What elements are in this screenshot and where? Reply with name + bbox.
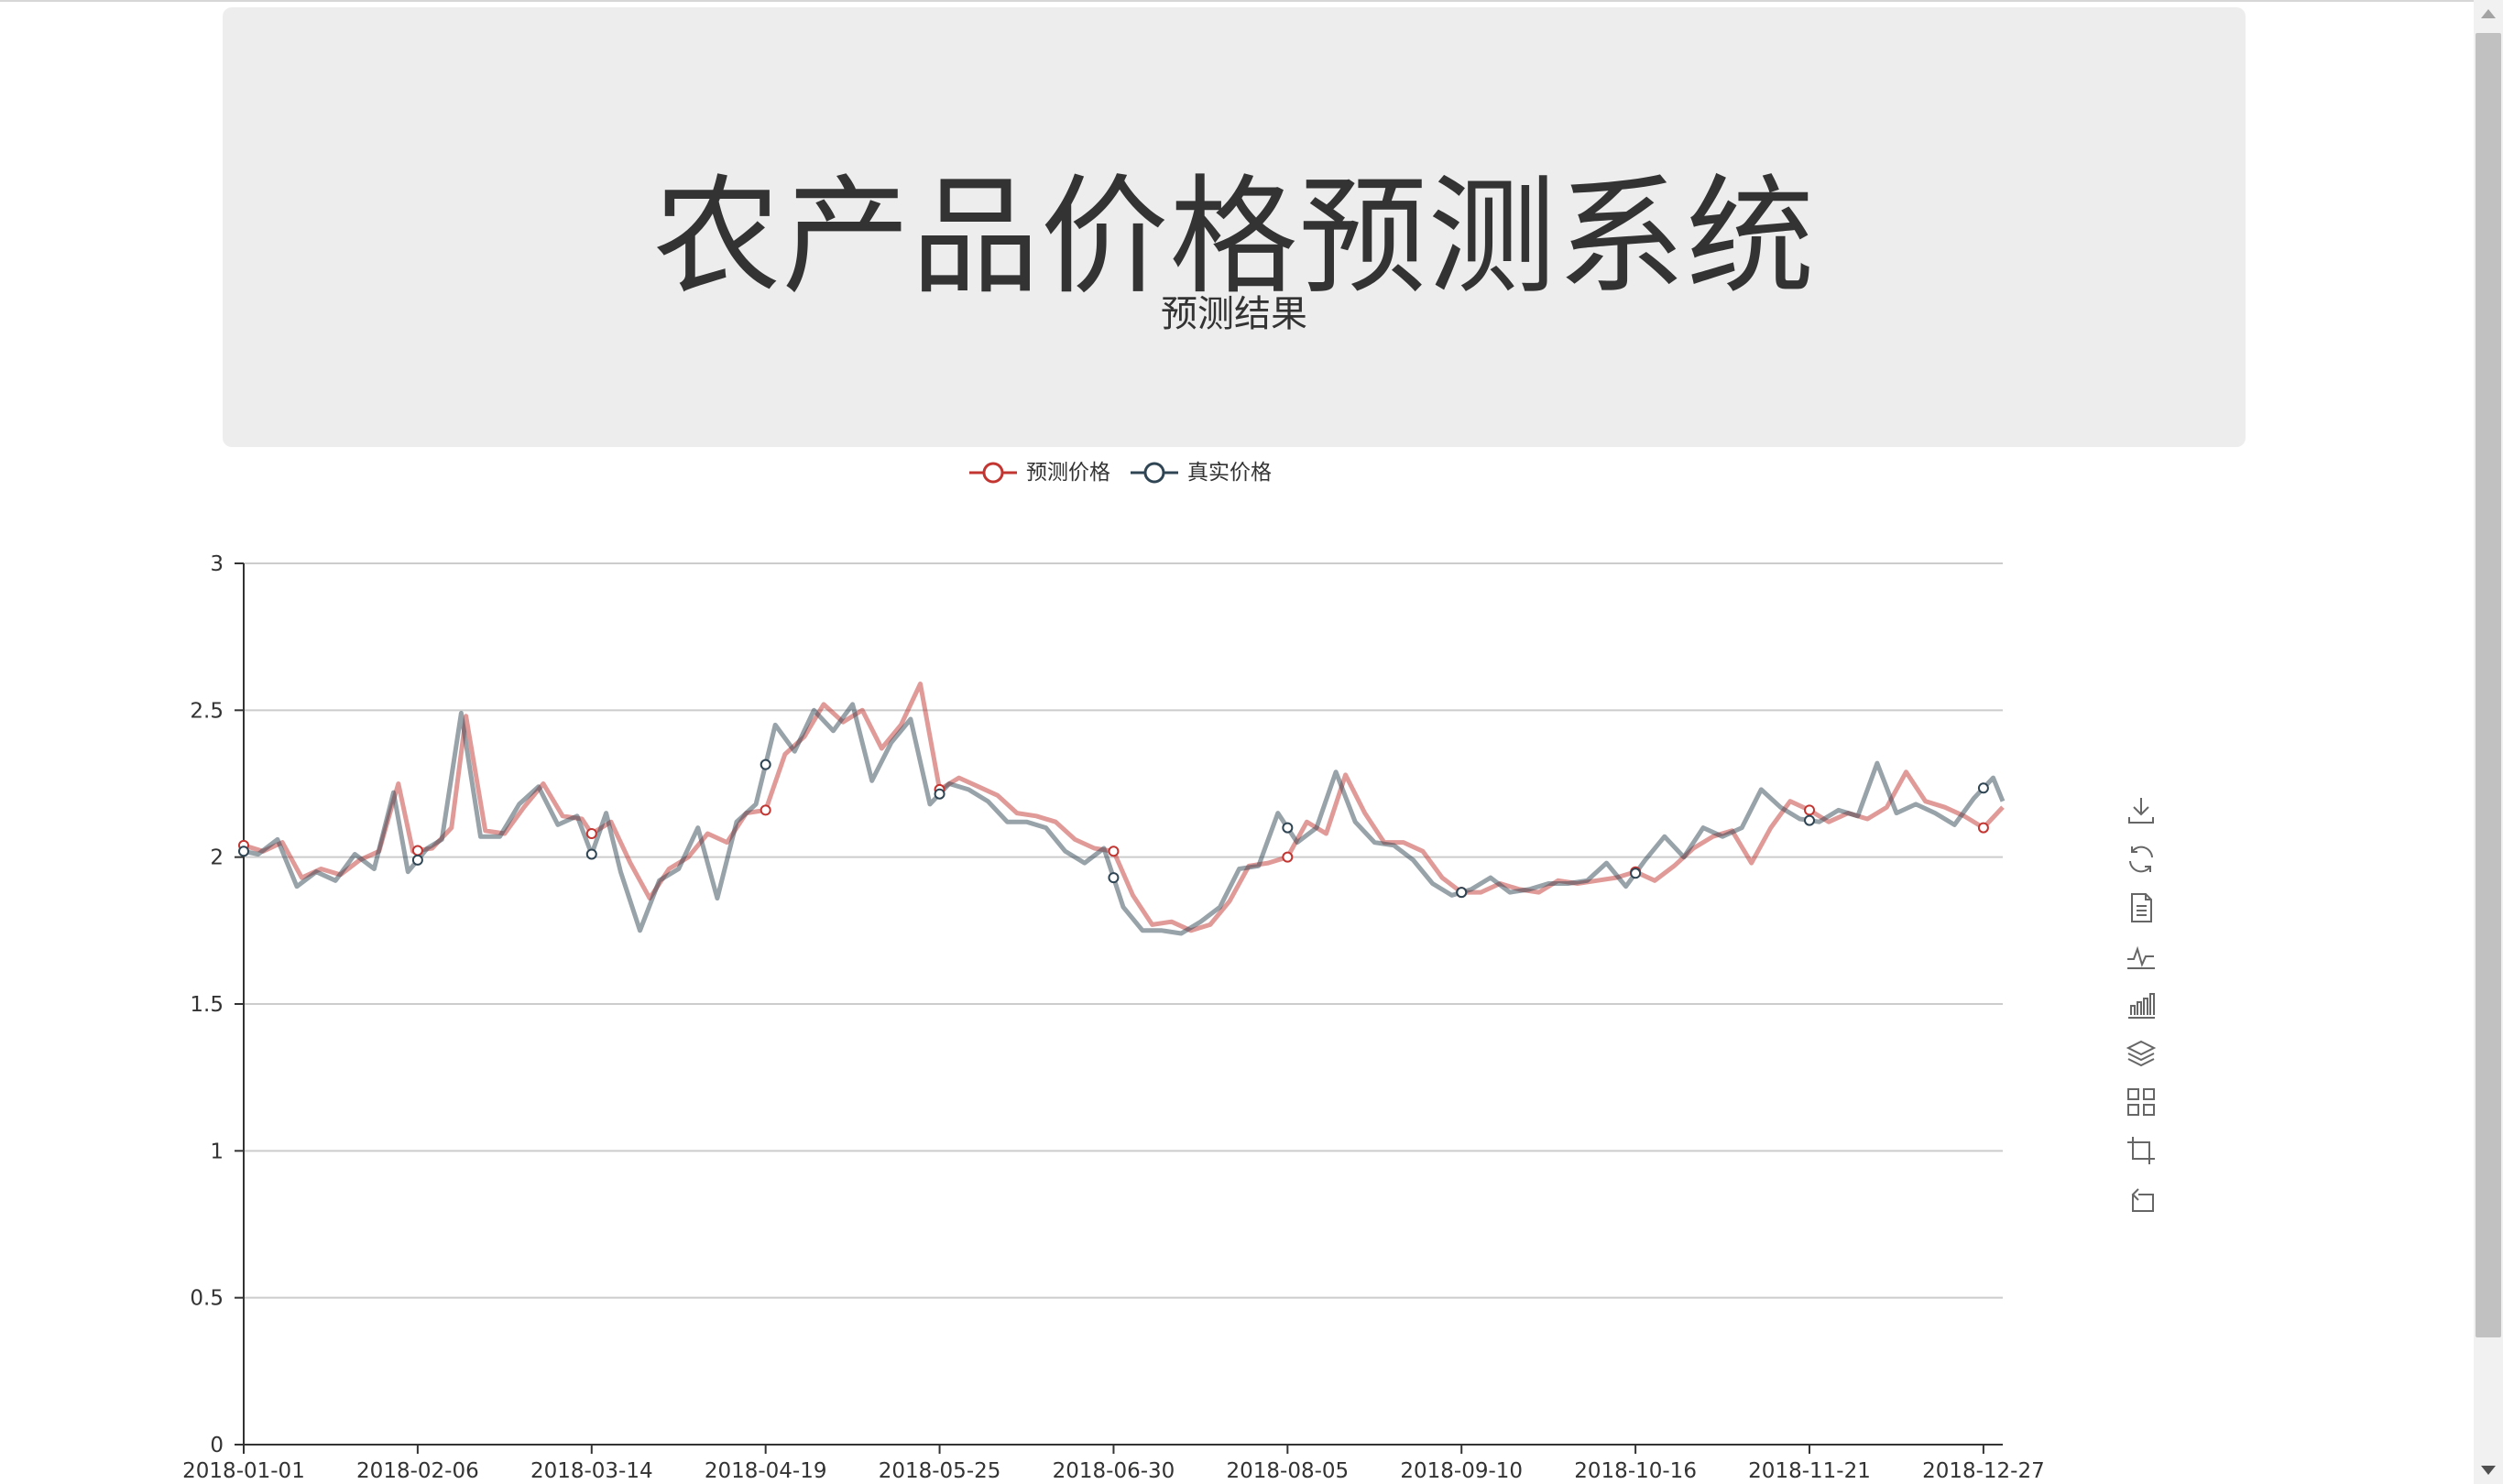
- data-point-actual: [1456, 887, 1468, 899]
- data-point-predicted: [1804, 804, 1816, 816]
- data-point-predicted: [1108, 846, 1120, 857]
- x-tick-label: 2018-09-10: [1400, 1459, 1523, 1483]
- x-tick-label: 2018-02-06: [356, 1459, 479, 1483]
- bar-chart-icon[interactable]: [2124, 988, 2159, 1022]
- y-tick-label: 2: [210, 846, 224, 870]
- data-point-actual: [1977, 782, 1989, 794]
- data-point-actual: [760, 758, 771, 770]
- x-tick-label: 2018-10-16: [1574, 1459, 1697, 1483]
- scroll-down-arrow-icon[interactable]: [2481, 1466, 2496, 1475]
- zoom-icon[interactable]: [2124, 1133, 2159, 1168]
- data-point-actual: [1630, 867, 1642, 879]
- page-title: 农产品价格预测系统: [652, 163, 1816, 312]
- stack-icon[interactable]: [2124, 1036, 2159, 1071]
- y-tick-label: 3: [210, 552, 224, 576]
- y-tick-label: 0: [210, 1434, 224, 1457]
- y-tick-label: 2.5: [190, 699, 224, 723]
- download-icon[interactable]: [2124, 793, 2159, 828]
- legend-line-circle-icon: [1131, 462, 1178, 484]
- data-point-actual: [238, 846, 249, 857]
- legend-label: 真实价格: [1187, 461, 1272, 485]
- x-tick-label: 2018-01-01: [182, 1459, 305, 1483]
- data-point-predicted: [1282, 851, 1294, 863]
- x-tick-label: 2018-04-19: [705, 1459, 827, 1483]
- scroll-up-arrow-icon[interactable]: [2481, 9, 2496, 18]
- refresh-icon[interactable]: [2124, 842, 2159, 877]
- data-point-actual: [934, 788, 945, 800]
- page-scrollbar[interactable]: [2474, 0, 2503, 1484]
- series-line-actual: [243, 702, 2006, 936]
- grid-icon[interactable]: [2124, 1085, 2159, 1119]
- x-tick-label: 2018-08-05: [1227, 1459, 1350, 1483]
- line-chart-icon[interactable]: [2124, 939, 2159, 974]
- data-point-actual: [411, 854, 423, 866]
- data-point-predicted: [411, 845, 423, 857]
- data-point-actual: [585, 848, 597, 860]
- y-tick-label: 1: [210, 1140, 224, 1163]
- series-line-predicted: [243, 682, 2005, 933]
- page-top-border: [0, 0, 2474, 2]
- zoom-reset-icon[interactable]: [2124, 1182, 2159, 1217]
- x-tick-label: 2018-06-30: [1053, 1459, 1175, 1483]
- x-tick-label: 2018-03-14: [530, 1459, 653, 1483]
- x-tick-label: 2018-12-27: [1922, 1459, 2045, 1483]
- x-tick-label: 2018-11-21: [1748, 1459, 1871, 1483]
- legend-line-circle-icon: [969, 462, 1017, 484]
- scrollbar-thumb[interactable]: [2476, 33, 2501, 1337]
- y-tick-label: 1.5: [190, 993, 224, 1017]
- legend-label: 预测价格: [1026, 461, 1110, 485]
- header-banner: 农产品价格预测系统 预测结果: [223, 7, 2246, 447]
- x-tick-label: 2018-05-25: [879, 1459, 1001, 1483]
- data-point-actual: [1282, 822, 1294, 834]
- y-tick-label: 0.5: [190, 1287, 224, 1311]
- data-point-predicted: [760, 804, 771, 816]
- page-subtitle: 预测结果: [1161, 293, 1307, 335]
- data-point-predicted: [585, 828, 597, 840]
- data-point-actual: [1804, 814, 1816, 826]
- data-point-predicted: [1977, 822, 1989, 834]
- document-icon[interactable]: [2124, 890, 2159, 925]
- data-point-actual: [1108, 872, 1120, 884]
